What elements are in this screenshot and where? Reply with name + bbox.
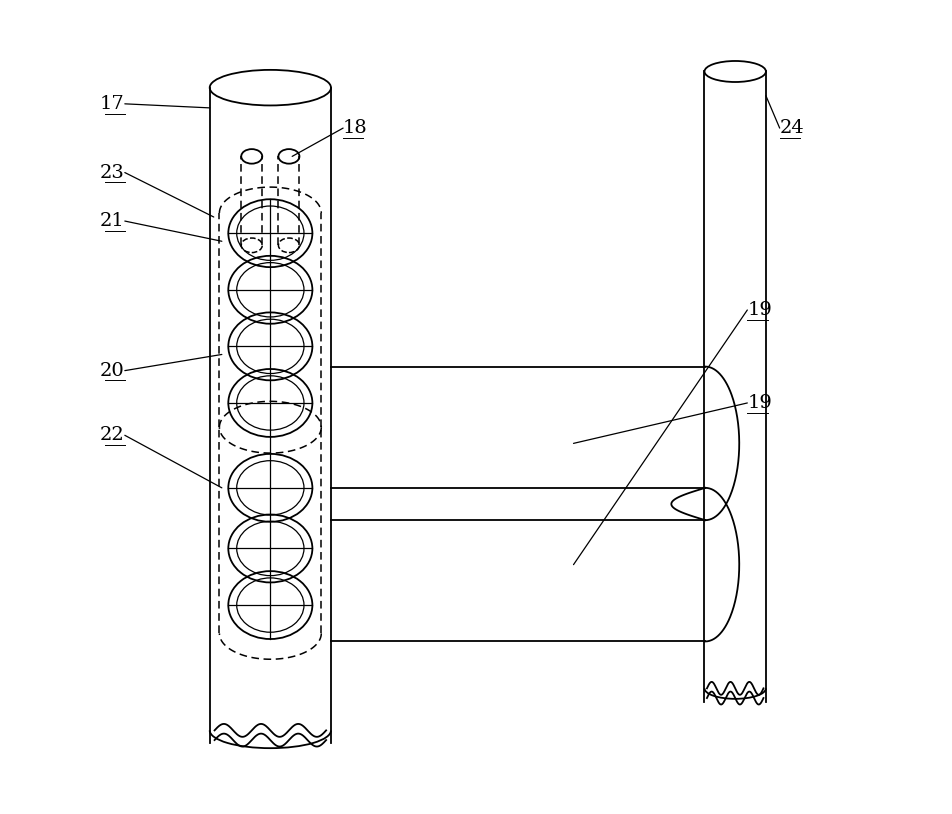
Text: 23: 23 xyxy=(100,164,125,182)
Text: 24: 24 xyxy=(779,119,803,137)
Text: 19: 19 xyxy=(746,394,771,412)
Text: 22: 22 xyxy=(100,427,125,444)
Text: 18: 18 xyxy=(343,119,367,137)
Text: 20: 20 xyxy=(100,361,125,379)
Text: 17: 17 xyxy=(100,95,125,113)
Text: 21: 21 xyxy=(100,212,125,230)
Text: 19: 19 xyxy=(746,301,771,319)
